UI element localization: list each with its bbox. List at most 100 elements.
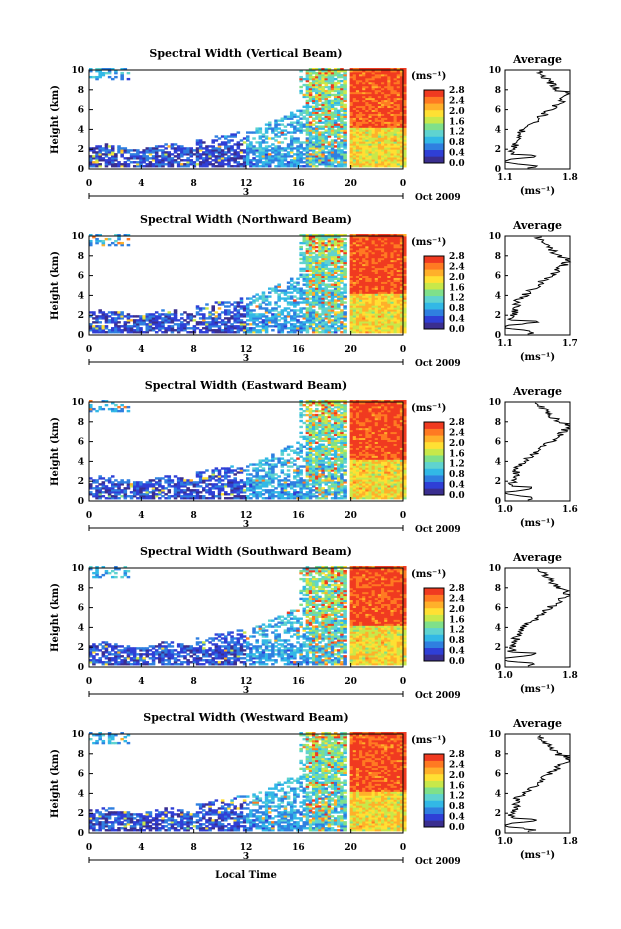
heat-cell — [362, 89, 366, 93]
heat-cell — [349, 329, 354, 332]
heat-cell — [327, 327, 332, 330]
heat-cell — [368, 313, 372, 316]
heat-cell — [296, 319, 300, 322]
heat-cell — [374, 285, 379, 288]
heat-cell — [349, 301, 354, 304]
colorbar-segment — [424, 129, 444, 137]
heat-cell — [362, 331, 366, 334]
heat-cell — [208, 479, 212, 482]
y-tick-label: 4 — [78, 291, 84, 301]
heat-cell — [340, 131, 344, 134]
heat-cell — [377, 321, 382, 324]
heat-cell — [136, 481, 140, 484]
heat-cell — [214, 319, 219, 322]
heat-cell — [355, 255, 360, 259]
heat-cell — [377, 275, 382, 278]
heat-cell — [399, 131, 404, 134]
heat-cell — [377, 265, 382, 269]
heat-cell — [368, 259, 372, 263]
heat-cell — [399, 87, 404, 91]
heat-cell — [371, 70, 376, 73]
heat-cell — [324, 81, 329, 85]
heat-cell — [198, 485, 203, 488]
heat-cell — [368, 101, 372, 105]
heat-cell — [305, 75, 310, 79]
heat-cell — [264, 315, 269, 318]
heat-cell — [374, 255, 379, 259]
heat-cell — [230, 311, 234, 314]
heat-cell — [381, 249, 385, 253]
heat-cell — [387, 111, 391, 114]
heat-cell — [330, 249, 335, 253]
heat-cell — [349, 117, 354, 120]
heat-cell — [92, 236, 96, 239]
heat-cell — [280, 327, 285, 330]
heat-cell — [327, 303, 332, 306]
heat-cell — [384, 255, 388, 259]
heat-cell — [224, 331, 228, 334]
heat-cell — [362, 247, 366, 251]
heat-cell — [126, 237, 131, 241]
heat-cell — [233, 155, 237, 158]
heat-cell — [318, 247, 322, 251]
heat-cell — [110, 402, 115, 405]
heat-cell — [399, 141, 404, 144]
heat-cell — [311, 291, 316, 294]
heat-cell — [195, 143, 200, 146]
heat-cell — [95, 147, 99, 150]
heat-cell — [381, 113, 385, 116]
heat-cell — [117, 487, 121, 490]
heat-cell — [274, 313, 278, 316]
heat-cell — [142, 157, 146, 160]
heat-cell — [387, 163, 391, 166]
heat-cell — [264, 147, 269, 150]
heat-cell — [365, 257, 369, 261]
heat-cell — [337, 123, 341, 126]
heat-cell — [114, 495, 118, 498]
heat-cell — [403, 113, 407, 116]
heat-cell — [396, 313, 401, 316]
heat-cell — [293, 141, 297, 144]
heat-cell — [362, 75, 366, 79]
heat-cell — [123, 327, 128, 330]
heat-cell — [208, 475, 212, 478]
heat-cell — [362, 117, 366, 120]
heat-cell — [330, 315, 335, 318]
heat-cell — [343, 307, 347, 310]
heat-cell — [277, 145, 281, 148]
heat-cell — [293, 281, 297, 284]
heat-cell — [399, 149, 404, 152]
heat-cell — [117, 315, 121, 318]
heat-cell — [377, 287, 382, 290]
heat-cell — [315, 75, 319, 79]
heat-cell — [98, 483, 102, 486]
heat-cell — [368, 251, 372, 255]
colorbar-segment — [424, 123, 444, 131]
heat-cell — [136, 483, 140, 486]
heat-cell — [368, 68, 372, 71]
heat-cell — [403, 237, 407, 241]
heat-cell — [224, 153, 228, 156]
heat-cell — [167, 477, 172, 480]
heat-cell — [101, 485, 106, 488]
heat-cell — [296, 157, 300, 160]
heat-cell — [321, 249, 325, 253]
heat-cell — [271, 161, 275, 164]
heat-cell — [337, 157, 341, 160]
heat-cell — [343, 331, 347, 334]
heat-cell — [349, 113, 354, 116]
heat-cell — [308, 309, 313, 312]
heat-cell — [217, 485, 222, 488]
heat-cell — [384, 315, 388, 318]
heat-cell — [242, 321, 247, 324]
heat-cell — [230, 139, 234, 142]
heat-cell — [311, 111, 316, 114]
heat-cell — [151, 315, 156, 318]
heat-cell — [258, 155, 263, 158]
heat-cell — [381, 307, 385, 310]
heat-cell — [126, 405, 131, 409]
heat-cell — [267, 137, 272, 140]
heat-cell — [214, 311, 219, 314]
heat-cell — [371, 75, 376, 79]
heat-cell — [227, 301, 231, 304]
